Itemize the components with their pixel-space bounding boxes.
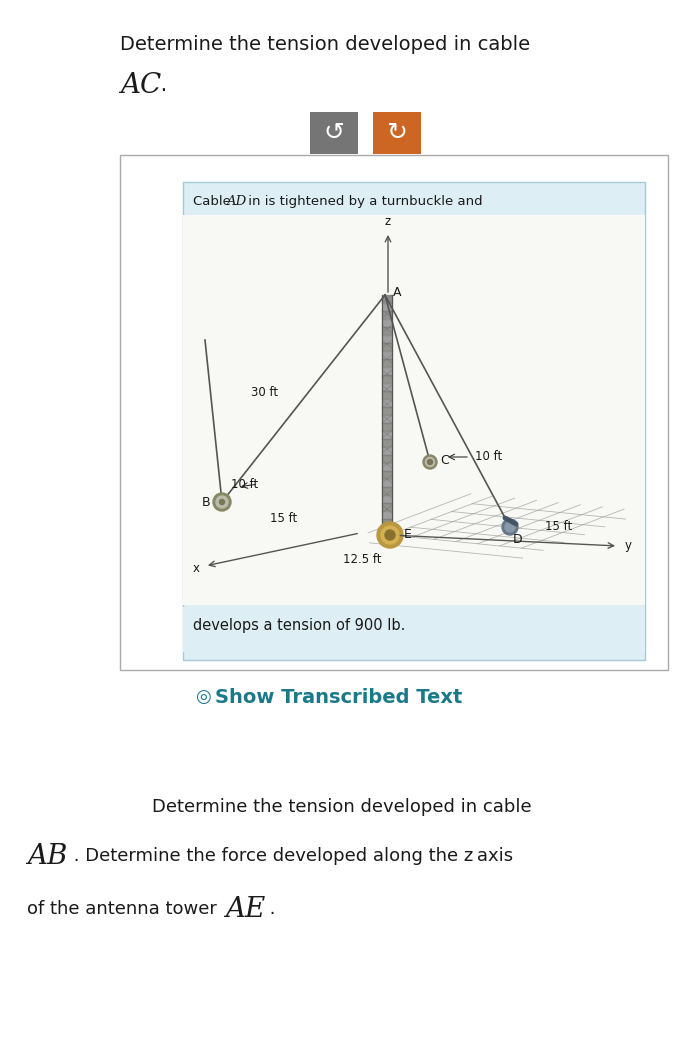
Text: ↺: ↺ bbox=[323, 121, 345, 145]
Text: 10 ft: 10 ft bbox=[475, 450, 502, 462]
Text: AB: AB bbox=[27, 843, 67, 870]
FancyBboxPatch shape bbox=[183, 182, 645, 660]
Text: .: . bbox=[154, 75, 167, 95]
Text: .: . bbox=[264, 900, 275, 918]
Text: 12.5 ft: 12.5 ft bbox=[342, 553, 382, 566]
Text: AD: AD bbox=[226, 195, 246, 208]
Text: 15 ft: 15 ft bbox=[270, 512, 297, 526]
Text: of the antenna tower: of the antenna tower bbox=[27, 900, 223, 918]
Circle shape bbox=[425, 457, 434, 467]
Text: x: x bbox=[193, 561, 200, 575]
Text: E: E bbox=[404, 529, 412, 541]
Text: y: y bbox=[625, 539, 632, 553]
Text: AC: AC bbox=[120, 72, 161, 99]
Circle shape bbox=[381, 526, 399, 544]
Text: develops a tension of 900 lb.: develops a tension of 900 lb. bbox=[193, 618, 406, 633]
Circle shape bbox=[219, 500, 225, 505]
FancyBboxPatch shape bbox=[310, 112, 358, 154]
Circle shape bbox=[385, 530, 395, 540]
Text: Cable: Cable bbox=[193, 195, 235, 208]
Circle shape bbox=[505, 522, 515, 532]
FancyBboxPatch shape bbox=[373, 112, 421, 154]
Circle shape bbox=[423, 455, 437, 469]
Circle shape bbox=[502, 520, 518, 535]
Circle shape bbox=[213, 492, 231, 511]
Circle shape bbox=[377, 522, 403, 548]
Text: Determine the tension developed in cable: Determine the tension developed in cable bbox=[120, 35, 530, 54]
Text: 30 ft: 30 ft bbox=[251, 387, 279, 400]
FancyBboxPatch shape bbox=[183, 607, 645, 652]
Text: Determine the tension developed in cable: Determine the tension developed in cable bbox=[152, 798, 532, 816]
Text: . Determine the force developed along the z axis: . Determine the force developed along th… bbox=[68, 847, 513, 865]
Text: B: B bbox=[201, 496, 210, 508]
FancyBboxPatch shape bbox=[120, 155, 668, 670]
Text: A: A bbox=[393, 286, 401, 298]
Text: C: C bbox=[440, 453, 449, 467]
Text: 10 ft: 10 ft bbox=[231, 478, 258, 490]
Text: z: z bbox=[385, 215, 391, 228]
FancyBboxPatch shape bbox=[183, 215, 645, 605]
Circle shape bbox=[216, 496, 228, 508]
Text: Show Transcribed Text: Show Transcribed Text bbox=[215, 688, 462, 707]
Circle shape bbox=[427, 459, 432, 464]
Text: AE: AE bbox=[225, 896, 265, 923]
Text: ◎: ◎ bbox=[195, 688, 211, 705]
Text: in is tightened by a turnbuckle and: in is tightened by a turnbuckle and bbox=[244, 195, 483, 208]
Text: D: D bbox=[513, 533, 523, 547]
Text: ↻: ↻ bbox=[386, 121, 408, 145]
Text: 15 ft: 15 ft bbox=[545, 521, 572, 533]
